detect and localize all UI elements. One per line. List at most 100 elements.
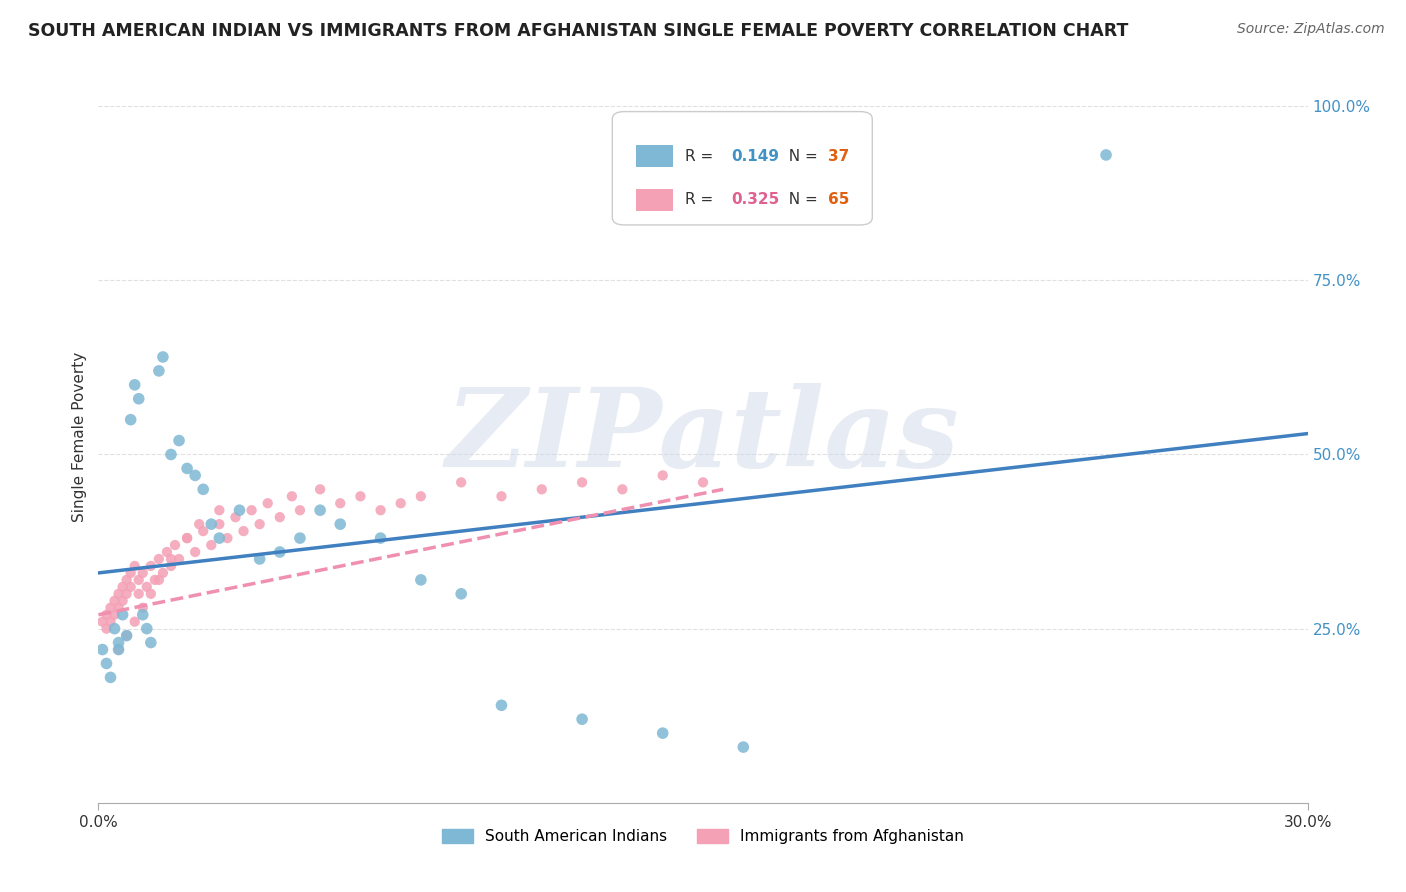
Point: [370, 503, 392, 517]
Point: [309, 483, 332, 497]
Point: [208, 531, 231, 545]
Point: [115, 629, 138, 643]
Point: [107, 635, 129, 649]
Point: [329, 496, 352, 510]
Point: [651, 726, 673, 740]
Point: [309, 503, 332, 517]
Point: [193, 524, 215, 538]
Point: [100, 600, 122, 615]
FancyBboxPatch shape: [637, 189, 672, 211]
Point: [160, 558, 183, 573]
Point: [139, 587, 162, 601]
Point: [208, 517, 231, 532]
Point: [143, 573, 166, 587]
Legend: South American Indians, Immigrants from Afghanistan: South American Indians, Immigrants from …: [436, 822, 970, 850]
Text: R =: R =: [685, 149, 718, 164]
Point: [132, 566, 155, 580]
Point: [115, 573, 138, 587]
Point: [139, 635, 162, 649]
Point: [91, 642, 114, 657]
Point: [160, 552, 183, 566]
Point: [91, 615, 114, 629]
Point: [103, 622, 125, 636]
Point: [409, 489, 432, 503]
Text: SOUTH AMERICAN INDIAN VS IMMIGRANTS FROM AFGHANISTAN SINGLE FEMALE POVERTY CORRE: SOUTH AMERICAN INDIAN VS IMMIGRANTS FROM…: [28, 22, 1129, 40]
Point: [571, 712, 593, 726]
FancyBboxPatch shape: [637, 145, 672, 168]
Point: [132, 600, 155, 615]
Point: [193, 483, 215, 497]
Point: [200, 517, 222, 532]
Point: [269, 545, 291, 559]
Point: [217, 531, 239, 545]
Point: [450, 587, 472, 601]
Text: 0.149: 0.149: [731, 149, 779, 164]
Point: [103, 594, 125, 608]
Point: [103, 607, 125, 622]
Point: [148, 573, 170, 587]
Point: [115, 587, 138, 601]
Point: [249, 552, 271, 566]
Point: [132, 607, 155, 622]
Text: N =: N =: [779, 149, 823, 164]
Point: [152, 566, 174, 580]
Point: [148, 552, 170, 566]
Point: [111, 594, 134, 608]
Point: [160, 448, 183, 462]
Point: [409, 573, 432, 587]
Point: [156, 545, 179, 559]
Point: [176, 461, 198, 475]
Point: [120, 412, 142, 426]
Point: [135, 622, 157, 636]
Point: [111, 580, 134, 594]
Point: [329, 517, 352, 532]
Point: [184, 545, 207, 559]
Point: [124, 558, 146, 573]
Point: [107, 587, 129, 601]
Point: [733, 740, 755, 755]
Point: [124, 615, 146, 629]
Point: [107, 600, 129, 615]
Point: [450, 475, 472, 490]
Point: [163, 538, 186, 552]
Point: [228, 503, 250, 517]
Point: [128, 392, 150, 406]
Point: [612, 483, 634, 497]
Point: [240, 503, 263, 517]
Point: [167, 552, 190, 566]
Point: [107, 642, 129, 657]
Point: [128, 587, 150, 601]
Point: [491, 489, 513, 503]
Text: 65: 65: [828, 193, 849, 207]
Text: ZIPatlas: ZIPatlas: [446, 384, 960, 491]
Text: 37: 37: [828, 149, 849, 164]
Point: [100, 670, 122, 684]
Point: [128, 573, 150, 587]
Point: [184, 468, 207, 483]
Point: [491, 698, 513, 713]
Point: [135, 580, 157, 594]
Point: [200, 538, 222, 552]
Point: [224, 510, 246, 524]
Point: [139, 558, 162, 573]
Point: [96, 657, 118, 671]
Point: [188, 517, 211, 532]
Text: 0.325: 0.325: [731, 193, 779, 207]
Point: [571, 475, 593, 490]
Point: [100, 615, 122, 629]
Point: [176, 531, 198, 545]
Y-axis label: Single Female Poverty: Single Female Poverty: [72, 352, 87, 522]
Point: [256, 496, 278, 510]
Text: R =: R =: [685, 193, 718, 207]
Point: [692, 475, 714, 490]
Point: [249, 517, 271, 532]
Point: [530, 483, 553, 497]
FancyBboxPatch shape: [613, 112, 872, 225]
Point: [349, 489, 371, 503]
Point: [370, 531, 392, 545]
Point: [148, 364, 170, 378]
Point: [120, 566, 142, 580]
Point: [124, 377, 146, 392]
Point: [232, 524, 254, 538]
Point: [107, 642, 129, 657]
